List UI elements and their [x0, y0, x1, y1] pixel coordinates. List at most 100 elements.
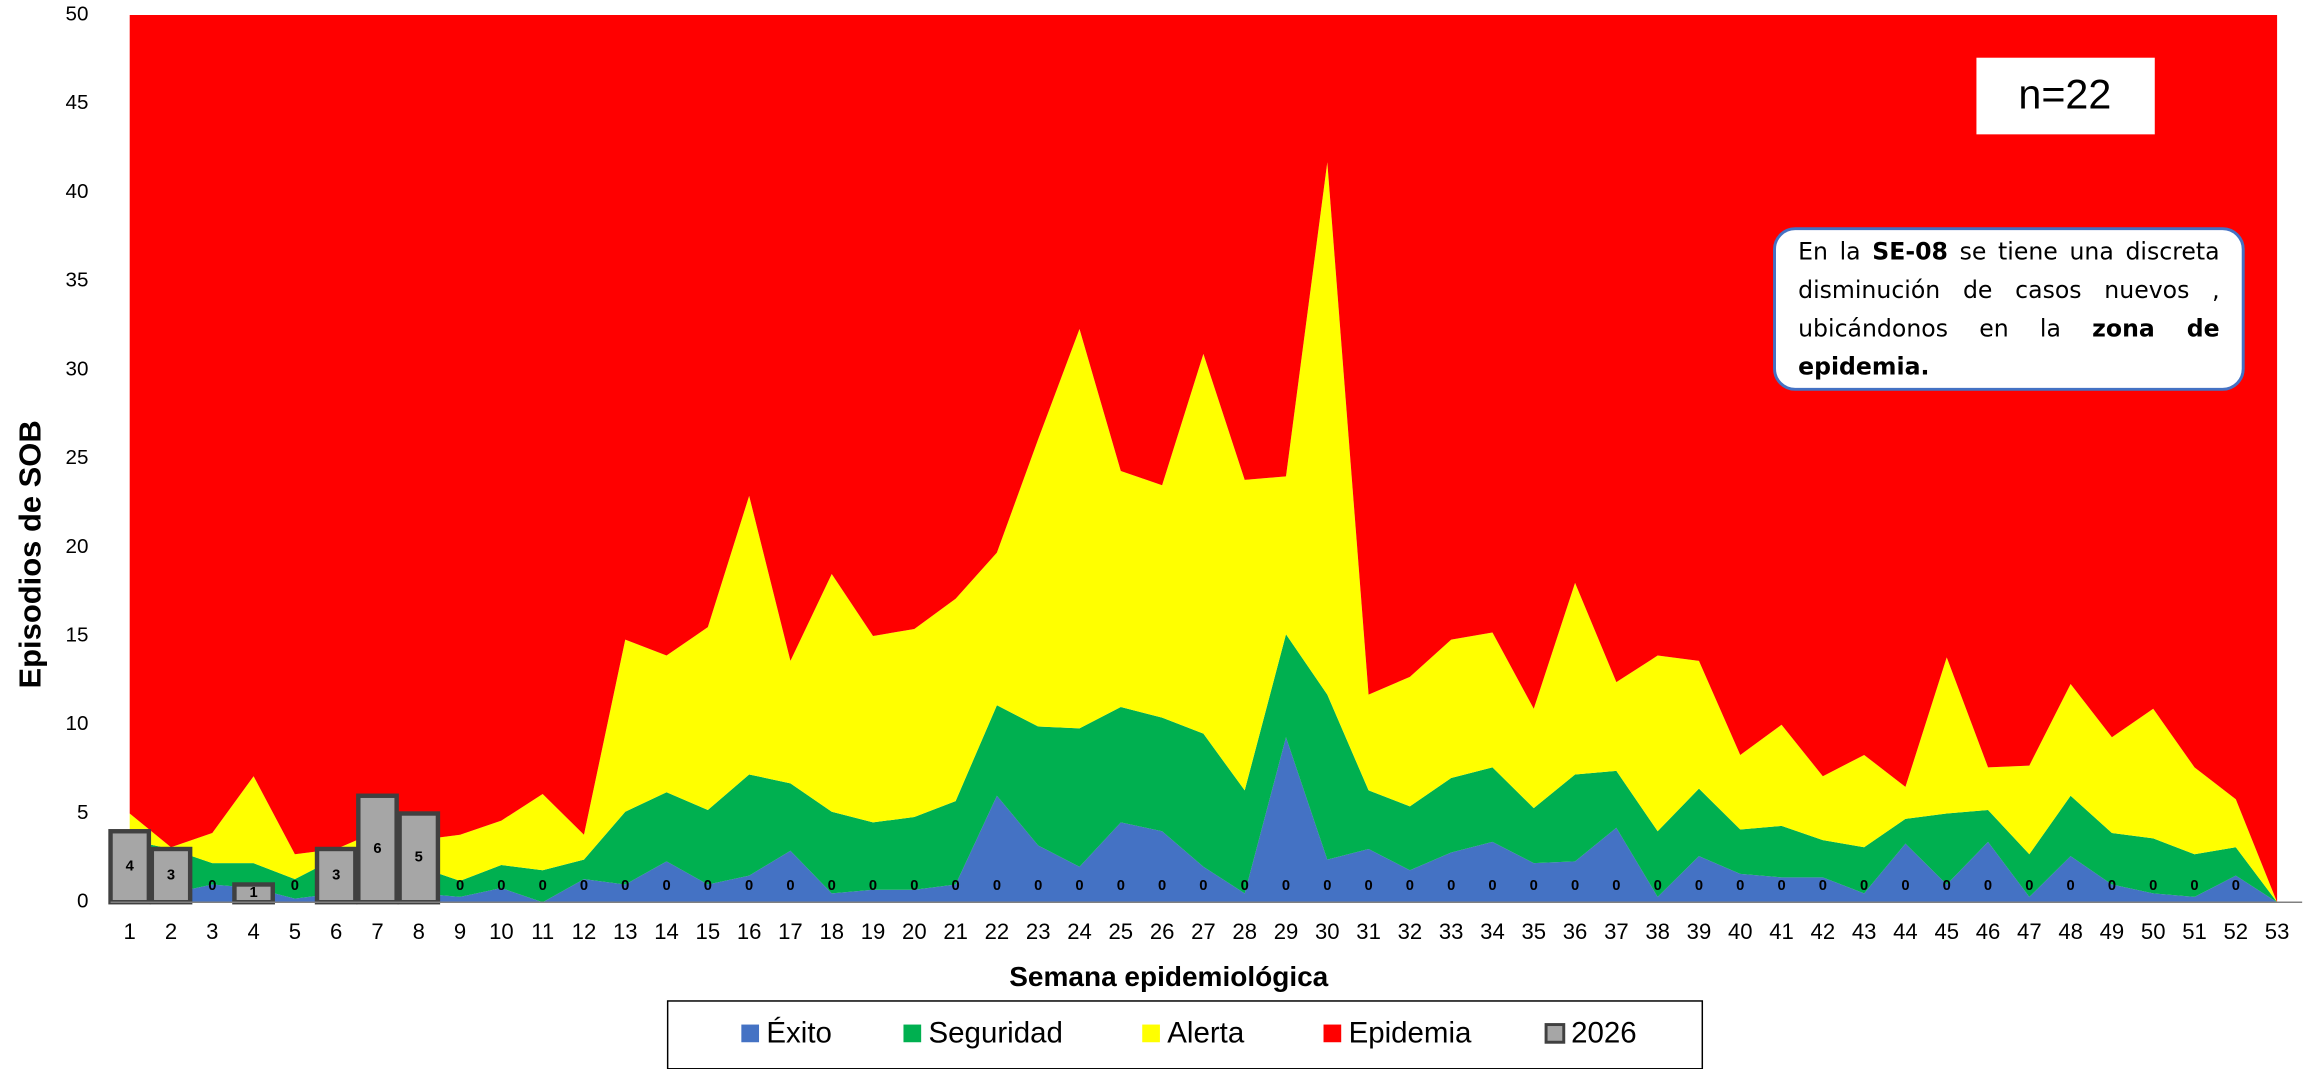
- bar-value-label: 0: [1695, 878, 1703, 894]
- area: [129, 14, 2278, 903]
- bar-value-label: 0: [1612, 878, 1620, 894]
- bar-value-label: 0: [869, 878, 877, 894]
- legend-label: Seguridad: [929, 1017, 1063, 1050]
- x-tick-label: 49: [2100, 919, 2125, 944]
- x-tick-label: 7: [371, 919, 383, 944]
- x-tick-label: 42: [1811, 919, 1836, 944]
- x-tick-label: 26: [1150, 919, 1175, 944]
- x-tick-label: 17: [778, 919, 803, 944]
- bar-value-label: 0: [2025, 878, 2033, 894]
- bar-value-label: 0: [1323, 878, 1331, 894]
- bar-value-label: 0: [1943, 878, 1951, 894]
- note-text: En la SE-08 se tiene una discreta dismin…: [1798, 233, 2220, 386]
- x-tick-label: 5: [289, 919, 301, 944]
- x-tick-label: 46: [1976, 919, 2001, 944]
- note-bold: zona de epidemia.: [1798, 314, 2220, 381]
- x-tick-label: 48: [2058, 919, 2083, 944]
- x-tick-label: 24: [1067, 919, 1092, 944]
- legend-swatch: [1544, 1023, 1566, 1044]
- n-label: n=22: [2018, 71, 2111, 117]
- bar-value-label: 0: [662, 878, 670, 894]
- bar-value-label: 0: [1447, 878, 1455, 894]
- y-tick-label: 45: [65, 91, 88, 114]
- legend-swatch: [903, 1024, 922, 1043]
- y-tick-label: 30: [65, 357, 88, 380]
- legend-label: 2026: [1571, 1017, 1637, 1050]
- x-tick-label: 37: [1604, 919, 1629, 944]
- x-tick-label: 12: [572, 919, 597, 944]
- x-tick-label: 36: [1563, 919, 1588, 944]
- bar-value-label: 0: [291, 878, 299, 894]
- x-tick-label: 40: [1728, 919, 1753, 944]
- y-tick-label: 40: [65, 180, 88, 203]
- bar-value-label: 0: [2232, 878, 2240, 894]
- bar-value-label: 0: [993, 878, 1001, 894]
- x-tick-label: 45: [1934, 919, 1959, 944]
- bar-value-label: 0: [1199, 878, 1207, 894]
- bar-value-label: 0: [1654, 878, 1662, 894]
- x-tick-label: 16: [737, 919, 762, 944]
- n-box: [1976, 57, 2155, 135]
- note-part: En la: [1798, 237, 1873, 266]
- legend-label: Epidemia: [1349, 1017, 1472, 1050]
- bar-value-label: 5: [415, 850, 423, 866]
- bar-value-label: 0: [1984, 878, 1992, 894]
- y-tick-label: 5: [77, 801, 88, 824]
- x-tick-label: 41: [1769, 919, 1794, 944]
- x-tick-label: 21: [943, 919, 968, 944]
- bar-value-label: 3: [167, 867, 175, 883]
- bar-value-label: 0: [621, 878, 629, 894]
- legend-label: Alerta: [1167, 1017, 1245, 1050]
- bar-value-label: 4: [126, 859, 135, 875]
- x-tick-label: 4: [247, 919, 259, 944]
- bar-value-label: 0: [539, 878, 547, 894]
- bar: [397, 811, 441, 905]
- x-tick-label: 34: [1480, 919, 1505, 944]
- bar-value-label: 0: [952, 878, 960, 894]
- y-tick-label: 10: [65, 712, 88, 735]
- x-tick-label: 19: [861, 919, 886, 944]
- x-tick-label: 13: [613, 919, 638, 944]
- x-tick-label: 43: [1852, 919, 1877, 944]
- x-tick-label: 2: [165, 919, 177, 944]
- bar-value-label: 0: [1364, 878, 1372, 894]
- bar-value-label: 0: [1282, 878, 1290, 894]
- x-tick-label: 25: [1109, 919, 1134, 944]
- bar-value-label: 0: [208, 878, 216, 894]
- x-tick-label: 31: [1356, 919, 1381, 944]
- y-tick-label: 35: [65, 269, 88, 292]
- bar-value-label: 0: [1530, 878, 1538, 894]
- x-tick-label: 33: [1439, 919, 1464, 944]
- bar-value-label: 0: [456, 878, 464, 894]
- y-tick-label: 15: [65, 624, 88, 647]
- x-tick-label: 38: [1645, 919, 1670, 944]
- x-tick-label: 3: [206, 919, 218, 944]
- bar-value-label: 0: [1819, 878, 1827, 894]
- x-tick-label: 18: [819, 919, 844, 944]
- legend-swatch: [1323, 1024, 1342, 1043]
- legend: Éxito Seguridad Alerta Epidemia 2026: [741, 1017, 1637, 1050]
- x-tick-label: 32: [1398, 919, 1423, 944]
- bar-value-label: 0: [497, 878, 505, 894]
- x-tick-label: 35: [1521, 919, 1546, 944]
- bar: [314, 846, 358, 905]
- bar-value-label: 0: [1736, 878, 1744, 894]
- bar-value-label: 0: [1158, 878, 1166, 894]
- bar-value-label: 0: [2067, 878, 2075, 894]
- x-tick-label: 47: [2017, 919, 2042, 944]
- bar-value-label: 0: [1406, 878, 1414, 894]
- bar-value-label: 0: [745, 878, 753, 894]
- area: [129, 634, 2278, 903]
- bar-value-label: 0: [1241, 878, 1249, 894]
- bar-value-label: 0: [2149, 878, 2157, 894]
- note-bold: SE-08: [1872, 237, 1948, 266]
- legend-swatch: [741, 1024, 760, 1043]
- x-tick-label: 6: [330, 919, 342, 944]
- bar-value-label: 6: [373, 841, 381, 857]
- x-tick-label: 30: [1315, 919, 1340, 944]
- x-axis-title: Semana epidemiológica: [1009, 961, 1328, 992]
- x-tick-label: 28: [1232, 919, 1257, 944]
- x-tick-label: 29: [1274, 919, 1299, 944]
- x-tick-label: 50: [2141, 919, 2166, 944]
